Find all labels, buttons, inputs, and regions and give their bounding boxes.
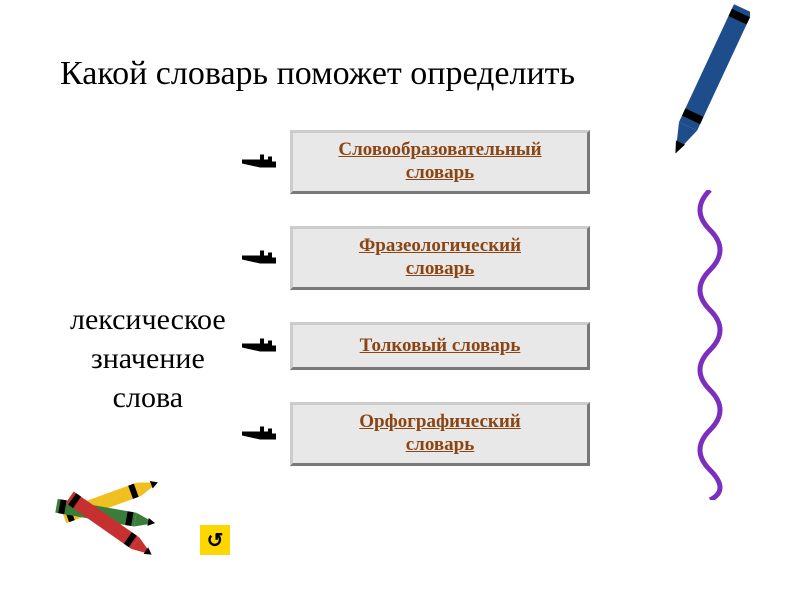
subtitle-line-3: слова	[113, 381, 183, 414]
crayon-blue-decoration	[660, 0, 750, 180]
hand-pointer-icon	[240, 422, 280, 447]
button-wrapper-1: Словообразовательныйсловарь	[290, 130, 590, 194]
dictionary-buttons-list: Словообразовательныйсловарь Фразеологиче…	[290, 130, 590, 466]
word-formation-dictionary-button[interactable]: Словообразовательныйсловарь	[290, 130, 590, 194]
return-button[interactable]: ↺	[200, 525, 230, 555]
button-label: Толковый словарь	[360, 335, 521, 358]
crayons-decoration	[50, 460, 190, 560]
squiggle-decoration	[680, 190, 740, 500]
subtitle-line-1: лексическое	[70, 303, 226, 336]
return-icon: ↺	[207, 528, 224, 553]
button-wrapper-4: Орфографическийсловарь	[290, 402, 590, 466]
subtitle-text: лексическое значение слова	[70, 300, 226, 417]
page-title: Какой словарь поможет определить	[60, 55, 575, 93]
explanatory-dictionary-button[interactable]: Толковый словарь	[290, 322, 590, 370]
orthographic-dictionary-button[interactable]: Орфографическийсловарь	[290, 402, 590, 466]
phraseological-dictionary-button[interactable]: Фразеологическийсловарь	[290, 226, 590, 290]
subtitle-line-2: значение	[91, 342, 205, 375]
hand-pointer-icon	[240, 246, 280, 271]
button-label: Фразеологическийсловарь	[359, 235, 521, 281]
button-label: Словообразовательныйсловарь	[338, 139, 541, 185]
button-wrapper-2: Фразеологическийсловарь	[290, 226, 590, 290]
hand-pointer-icon	[240, 150, 280, 175]
button-label: Орфографическийсловарь	[359, 411, 520, 457]
hand-pointer-icon	[240, 334, 280, 359]
button-wrapper-3: Толковый словарь	[290, 322, 590, 370]
